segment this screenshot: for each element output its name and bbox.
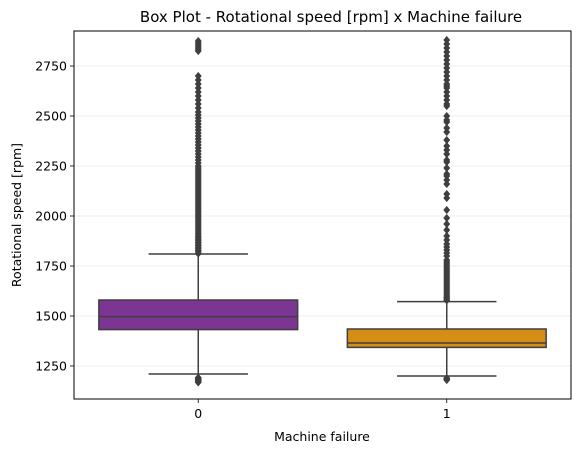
- outlier-point: [443, 225, 451, 235]
- outlier-point: [443, 123, 451, 133]
- box-group: [98, 36, 299, 387]
- x-axis-label: Machine failure: [274, 429, 370, 444]
- y-axis-label: Rotational speed [rpm]: [9, 143, 24, 287]
- x-tick-label: 1: [443, 406, 451, 421]
- outlier-point: [194, 373, 202, 382]
- plot-frame: [73, 30, 572, 400]
- y-tick-label: 1750: [35, 259, 67, 274]
- box-iqr: [346, 328, 547, 349]
- outlier-point: [443, 155, 451, 165]
- y-tick-label: 1500: [35, 309, 67, 324]
- outlier-point: [443, 111, 451, 121]
- outlier-point: [443, 169, 451, 179]
- outlier-point: [443, 141, 451, 151]
- y-tick-label: 1250: [35, 359, 67, 374]
- boxes: [98, 35, 547, 387]
- outlier-point: [443, 219, 451, 229]
- y-axis: 1250 1500 1750 2000 2250 2500 2750: [35, 59, 74, 374]
- outlier-point: [194, 71, 202, 81]
- outlier-point: [443, 163, 451, 173]
- box-group: [346, 35, 547, 385]
- y-tick-label: 2000: [35, 209, 67, 224]
- chart-title: Box Plot - Rotational speed [rpm] x Mach…: [140, 8, 522, 26]
- outlier-point: [443, 213, 451, 223]
- x-tick-label: 0: [194, 406, 202, 421]
- y-tick-label: 2500: [35, 109, 67, 124]
- outlier-point: [443, 205, 451, 215]
- outlier-point: [443, 189, 451, 199]
- outlier-point: [443, 135, 451, 145]
- outlier-point: [443, 35, 451, 45]
- outlier-point: [194, 36, 202, 46]
- y-tick-label: 2250: [35, 159, 67, 174]
- outlier-point: [443, 231, 451, 241]
- outlier-point: [443, 373, 451, 383]
- box-iqr: [98, 299, 299, 331]
- y-tick-label: 2750: [35, 59, 67, 74]
